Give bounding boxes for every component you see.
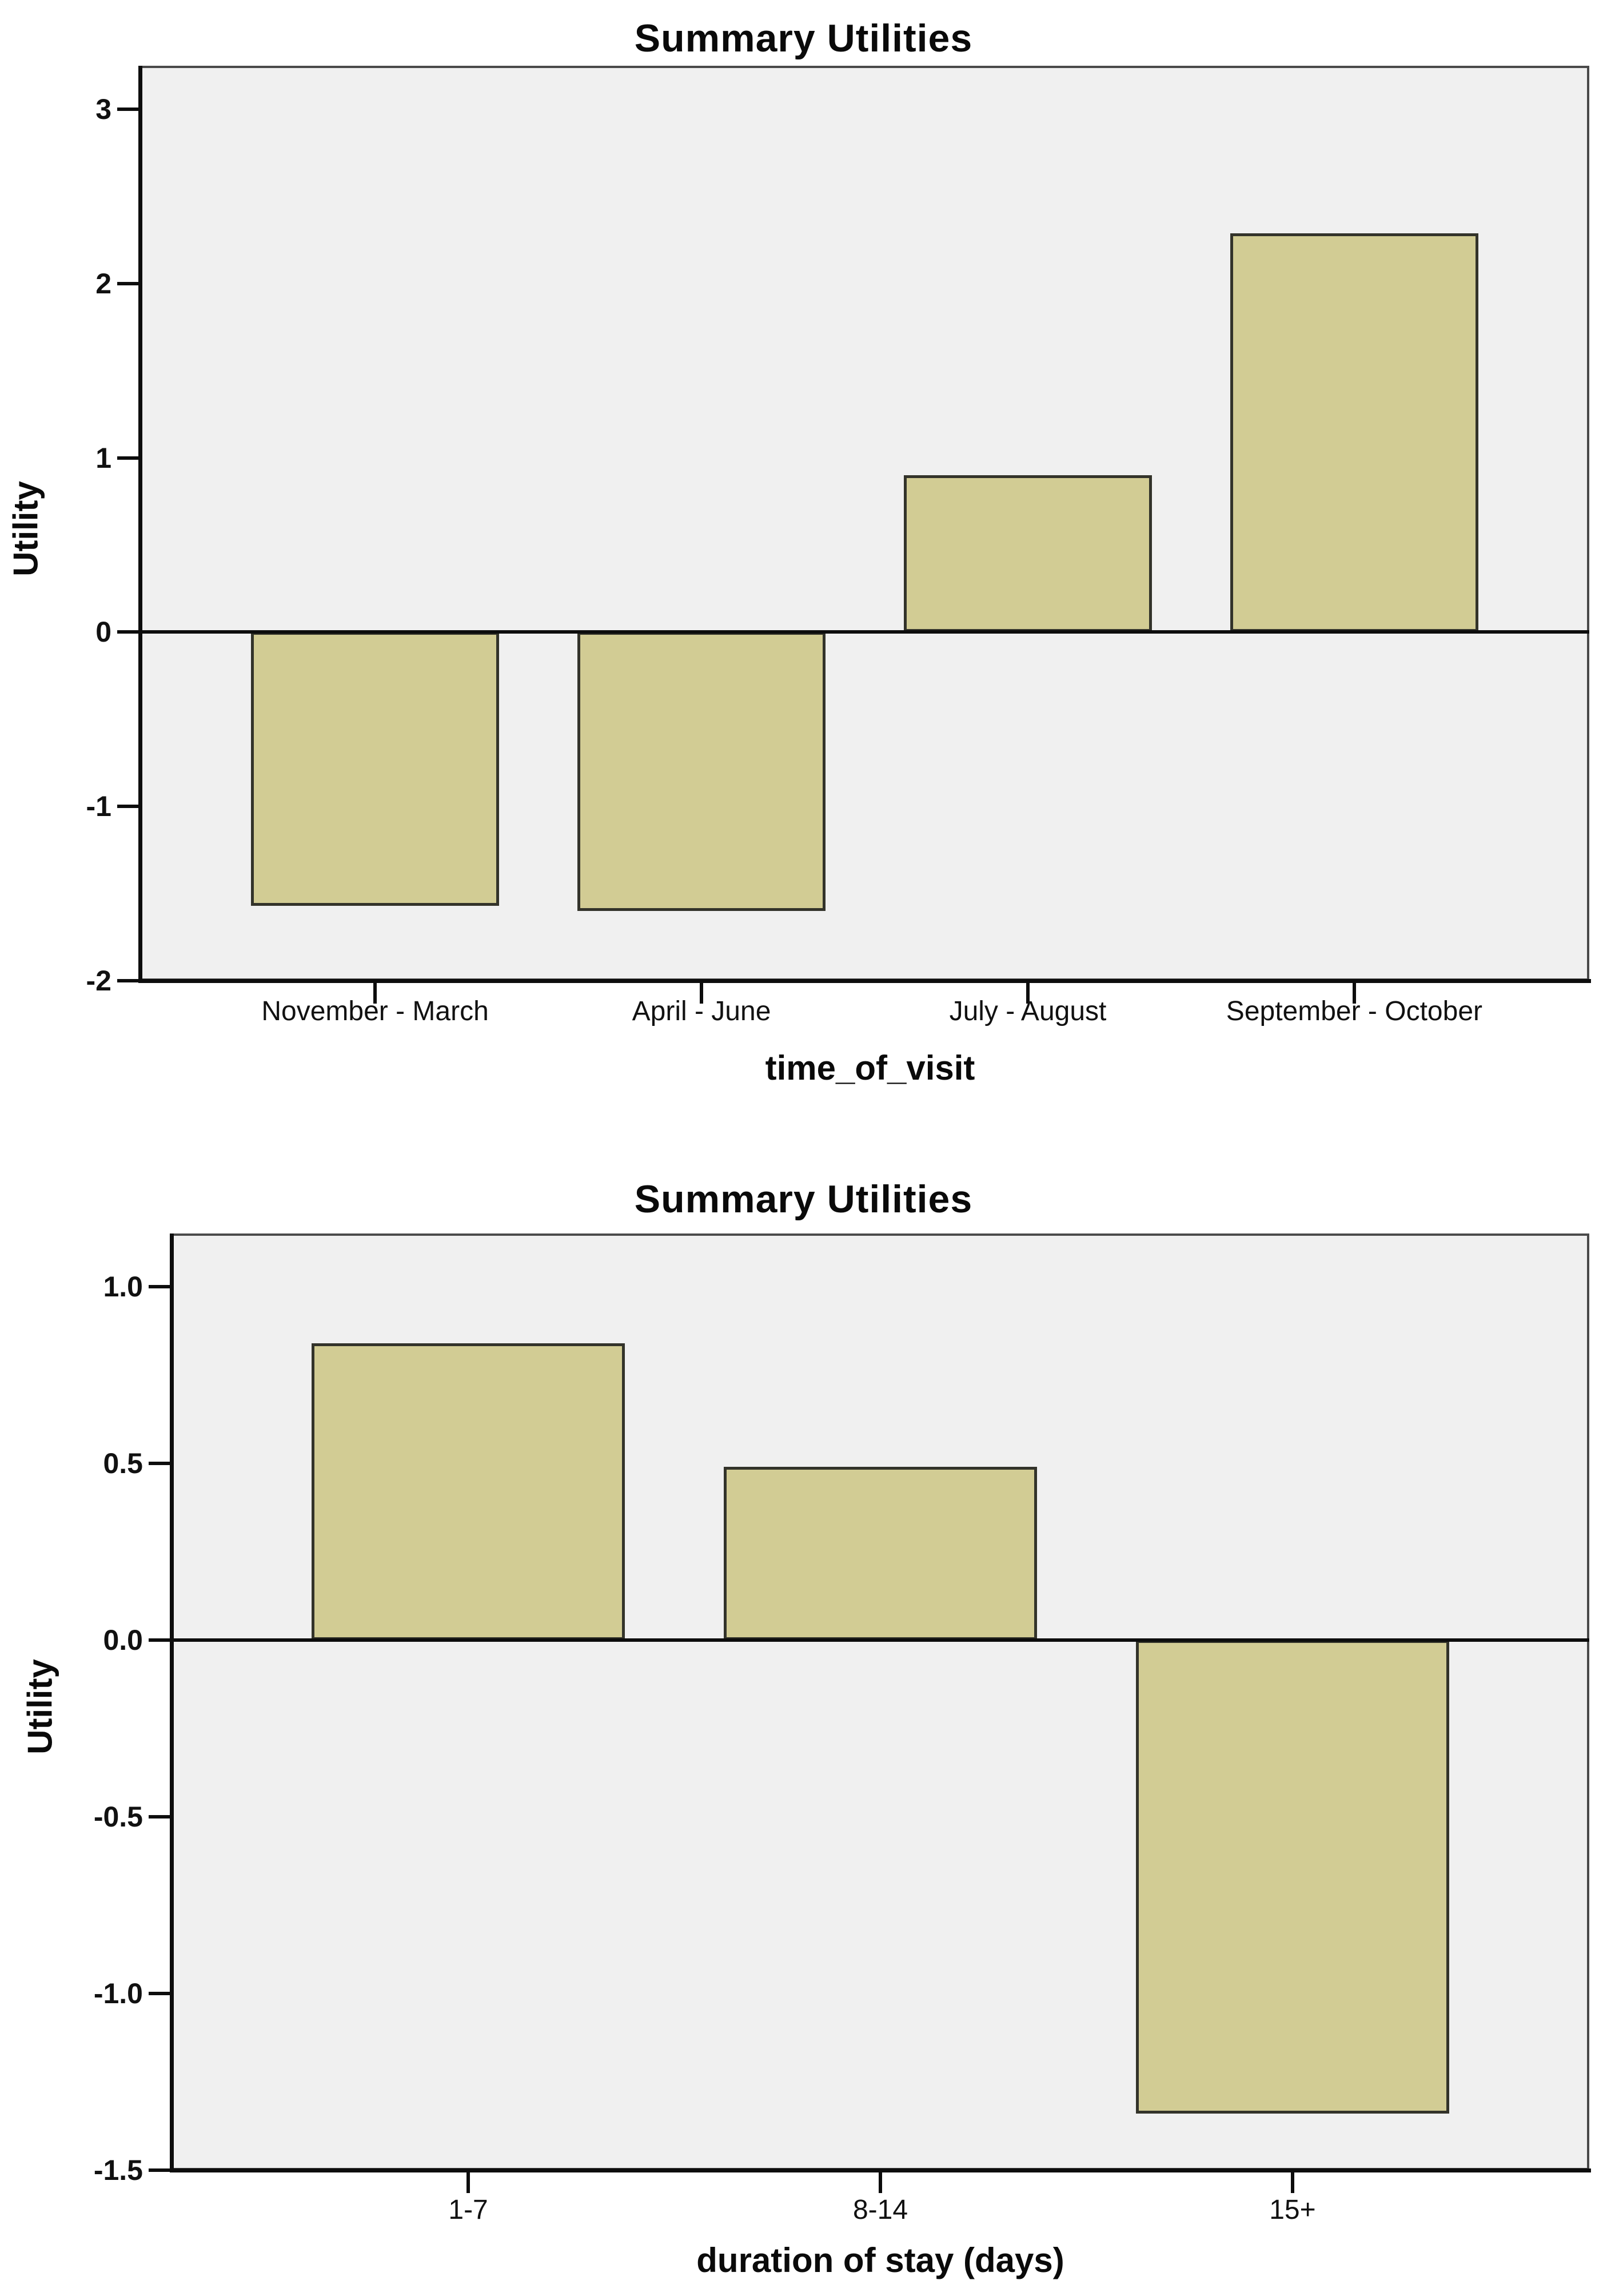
y-axis-line [138, 66, 142, 983]
x-tick-label: November - March [261, 996, 489, 1026]
x-tick-label: 1-7 [448, 2195, 488, 2225]
bar [577, 632, 826, 912]
y-tick-label: -2 [86, 965, 111, 997]
x-axis-line [170, 2168, 1591, 2172]
y-tick-label: 0 [95, 616, 111, 648]
x-tick-label: 15+ [1269, 2195, 1316, 2225]
y-tick-label: 0.0 [103, 1623, 143, 1656]
x-tick-label: September - October [1226, 996, 1482, 1026]
y-tick-mark [149, 2168, 172, 2172]
x-tick-mark [466, 2172, 470, 2193]
x-tick-mark [1026, 983, 1030, 1004]
y-tick-mark [149, 1284, 172, 1288]
y-tick-label: 1.0 [103, 1270, 143, 1303]
bar [1230, 233, 1478, 632]
y-tick-label: 1 [95, 441, 111, 474]
y-tick-mark [117, 108, 140, 112]
y-tick-mark [117, 805, 140, 809]
y-tick-label: 2 [95, 267, 111, 300]
bar [1135, 1640, 1449, 2114]
x-tick-label: July - August [949, 996, 1107, 1026]
y-tick-mark [117, 456, 140, 460]
chart-title-top: Summary Utilities [634, 17, 973, 60]
x-tick-mark [1290, 2172, 1294, 2193]
y-tick-mark [149, 1814, 172, 1819]
y-axis-title-bottom: Utility [21, 1659, 59, 1754]
x-tick-mark [879, 2172, 882, 2193]
y-tick-label: -1 [86, 790, 111, 823]
y-tick-mark [149, 1638, 172, 1642]
x-tick-mark [373, 983, 377, 1004]
x-axis-title-bottom: duration of stay (days) [696, 2241, 1064, 2279]
x-tick-mark [700, 983, 704, 1004]
x-axis-line [138, 979, 1591, 983]
y-tick-label: -0.5 [93, 1800, 143, 1833]
y-tick-label: 3 [95, 93, 111, 126]
bar [251, 632, 500, 906]
x-tick-label: 8-14 [852, 2195, 908, 2225]
y-tick-label: -1.5 [93, 2154, 143, 2186]
y-tick-label: 0.5 [103, 1447, 143, 1479]
y-axis-line [170, 1233, 174, 2172]
zero-baseline [140, 630, 1589, 634]
y-tick-mark [117, 979, 140, 982]
x-tick-label: April - June [632, 996, 771, 1026]
y-tick-mark [117, 281, 140, 285]
bar [724, 1466, 1037, 1640]
bar [312, 1343, 625, 1640]
x-axis-title-top: time_of_visit [765, 1049, 975, 1087]
bar [904, 475, 1152, 632]
zero-baseline [172, 1638, 1589, 1642]
y-tick-mark [149, 1991, 172, 1995]
chart-title-bottom: Summary Utilities [634, 1177, 973, 1221]
x-tick-mark [1352, 983, 1356, 1004]
y-tick-mark [149, 1461, 172, 1465]
y-tick-label: -1.0 [93, 1977, 143, 2010]
y-axis-title-top: Utility [6, 481, 45, 576]
y-tick-mark [117, 630, 140, 634]
